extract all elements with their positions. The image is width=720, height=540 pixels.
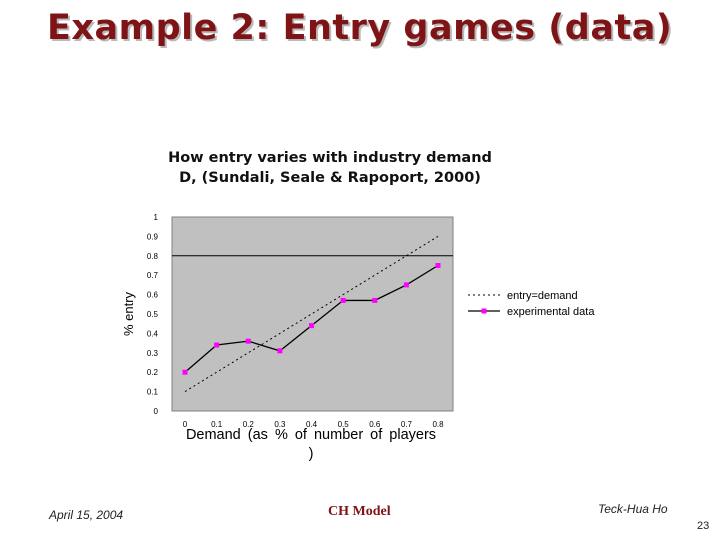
y-axis-label: % entry xyxy=(121,291,136,336)
y-tick-label: 0.3 xyxy=(147,349,159,358)
y-tick-label: 0.2 xyxy=(147,368,159,377)
legend-marker-experimental xyxy=(481,308,487,314)
footer-title: CH Model xyxy=(328,504,391,519)
x-axis-label-continued: ) xyxy=(309,446,314,462)
y-tick-label: 0.7 xyxy=(147,271,159,280)
legend-label-entry-demand: entry=demand xyxy=(507,290,578,302)
chart-title-line-2: D, (Sundali, Seale & Rapoport, 2000) xyxy=(179,170,481,186)
page-number: 23 xyxy=(697,520,710,532)
data-point xyxy=(277,348,283,354)
data-point xyxy=(403,282,409,288)
x-tick-label: 0.3 xyxy=(274,420,286,429)
chart-title-line-1: How entry varies with industry demand xyxy=(168,150,492,166)
chart-title: How entry varies with industry demand D,… xyxy=(120,148,540,188)
data-point xyxy=(182,369,188,375)
y-tick-label: 0.4 xyxy=(147,329,159,338)
footer-date: April 15, 2004 xyxy=(49,508,124,522)
x-tick-label: 0.2 xyxy=(243,420,255,429)
footer-author: Teck-Hua Ho xyxy=(598,502,668,516)
data-point xyxy=(372,297,378,303)
x-axis-label: Demand (as % of number of players xyxy=(186,427,436,443)
data-point xyxy=(214,342,220,348)
y-tick-label: 0.5 xyxy=(147,310,159,319)
x-tick-label: 0.1 xyxy=(211,420,223,429)
plot-area xyxy=(171,216,454,412)
x-tick-label: 0.7 xyxy=(401,420,413,429)
data-point xyxy=(435,263,441,268)
y-tick-label: 1 xyxy=(154,213,159,222)
x-tick-label: 0.8 xyxy=(432,420,444,429)
y-tick-label: 0.6 xyxy=(147,291,159,300)
y-tick-label: 0.9 xyxy=(147,232,159,241)
x-tick-label: 0.4 xyxy=(306,420,318,429)
y-tick-label: 0.8 xyxy=(147,252,159,261)
slide-title: Example 2: Entry games (data) xyxy=(47,8,673,48)
x-tick-label: 0.5 xyxy=(338,420,350,429)
x-tick-label: 0.6 xyxy=(369,420,381,429)
x-tick-label: 0 xyxy=(183,420,188,429)
data-point xyxy=(245,338,251,344)
data-point xyxy=(309,323,314,329)
data-point xyxy=(340,297,346,303)
y-tick-label: 0 xyxy=(154,407,159,416)
legend-label-experimental: experimental data xyxy=(507,306,595,318)
y-tick-label: 0.1 xyxy=(147,388,159,397)
